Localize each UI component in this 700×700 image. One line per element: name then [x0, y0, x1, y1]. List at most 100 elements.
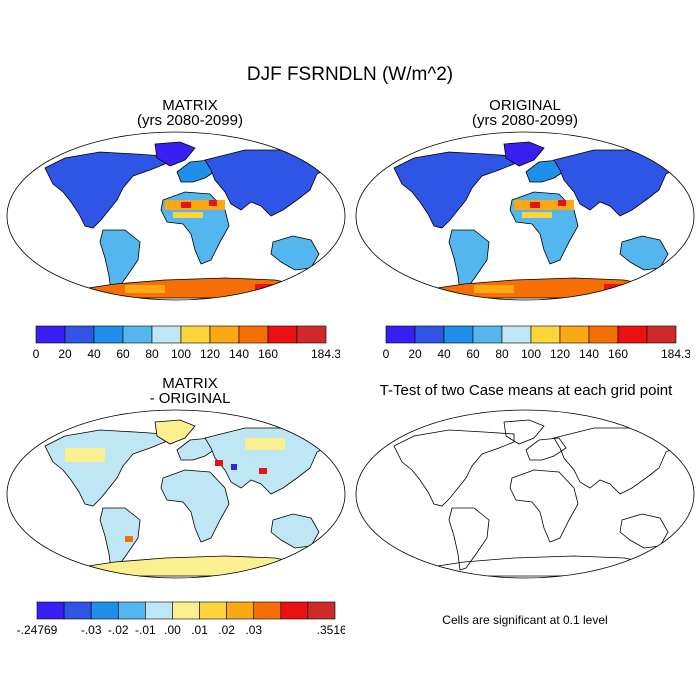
map-panel-diff [6, 409, 346, 579]
colorbar-label: -.03 [81, 623, 102, 637]
map-border [6, 409, 346, 579]
hot-cell [474, 285, 514, 293]
colorbar-swatch [443, 325, 474, 344]
continent-africa [509, 469, 579, 543]
diff-cell [231, 464, 237, 470]
colorbar-swatch [180, 325, 211, 344]
colorbar-swatch [209, 325, 240, 344]
colorbar-swatch [588, 325, 619, 344]
continent-europe [176, 159, 218, 183]
colorbar-label: 160 [608, 347, 628, 361]
colorbar-label: 184.3 [311, 347, 340, 361]
colorbar-swatch [93, 325, 124, 344]
continent-australia [270, 235, 320, 271]
colorbar-label: .02 [218, 623, 235, 637]
continent-greenland [154, 419, 196, 445]
colorbar-label: 120 [200, 347, 220, 361]
panel-title-diff: MATRIX - ORIGINAL [149, 375, 231, 407]
colorbar-swatch [307, 601, 336, 620]
colorbar-label: 140 [579, 347, 599, 361]
map-panel-matrix [6, 131, 346, 301]
diff-cell [245, 438, 285, 450]
colorbar-label: -.24769 [17, 623, 58, 637]
continent-australia [619, 235, 669, 271]
continent-australia [270, 513, 320, 549]
panel-title-original: ORIGINAL (yrs 2080-2099) [472, 97, 578, 129]
colorbar-swatch [385, 325, 416, 344]
colorbar-swatch [238, 325, 269, 344]
colorbar-swatch [530, 325, 561, 344]
hot-cell [255, 284, 295, 292]
colorbar-label: -.01 [135, 623, 156, 637]
colorbar-label: .01 [191, 623, 208, 637]
colorbar-label: 20 [58, 347, 72, 361]
colorbar-swatch [151, 325, 182, 344]
significance-note: Cells are significant at 0.1 level [442, 613, 608, 627]
colorbar-label: 40 [437, 347, 451, 361]
colorbar-swatch [559, 325, 590, 344]
main-title: DJF FSRNDLN (W/m^2) [246, 64, 454, 85]
map-border [355, 409, 695, 579]
colorbar-label: 100 [521, 347, 541, 361]
map-border [6, 131, 346, 301]
continent-northAmerica [44, 429, 166, 507]
colorbar-label: 120 [550, 347, 570, 361]
colorbar-swatch [172, 601, 200, 620]
colorbar-label: .35168 [317, 623, 345, 637]
colorbar-original: 0 20 40 60 80 100 120 140 160 184.3 [383, 325, 690, 361]
colorbar-label: 0 [383, 347, 390, 361]
colorbar-swatch [122, 325, 153, 344]
diff-cell [125, 536, 133, 542]
hot-cell [173, 212, 203, 218]
colorbar-label: 160 [258, 347, 278, 361]
colorbar-label: 80 [495, 347, 509, 361]
colorbar-swatch [199, 601, 227, 620]
colorbar-matrix: 0 20 40 60 80 100 120 140 160 184.3 [33, 325, 340, 361]
colorbar-swatch [117, 601, 146, 620]
colorbar-swatch [414, 325, 445, 344]
continent-asia [204, 427, 334, 495]
continent-greenland [503, 141, 545, 167]
map-land [393, 419, 683, 577]
panel-title-ttest: T-Test of two Case means at each grid po… [379, 382, 673, 399]
map-land [393, 141, 683, 299]
continent-northAmerica [393, 429, 515, 507]
colorbar-swatch [617, 325, 648, 344]
colorbar-swatch [646, 325, 677, 344]
map-land [44, 141, 334, 299]
continent-asia [553, 427, 683, 495]
hot-cell [514, 200, 574, 210]
colorbar-label: 80 [145, 347, 159, 361]
hot-cell [604, 284, 644, 292]
continent-europe [176, 437, 218, 461]
continent-greenland [154, 141, 196, 167]
diff-cell [215, 460, 223, 466]
continent-europe [525, 159, 567, 183]
colorbar-label: 20 [408, 347, 422, 361]
colorbar-swatch [296, 325, 327, 344]
hot-cell [558, 200, 566, 206]
colorbar-diff: -.24769 -.03 -.02 -.01 .00 .01 .02 .03 .35168 [17, 601, 345, 637]
colorbar-label: .00 [164, 623, 181, 637]
colorbar-swatch [472, 325, 503, 344]
colorbar-label: -.02 [108, 623, 129, 637]
colorbar-label: 60 [466, 347, 480, 361]
map-panel-original [355, 131, 695, 301]
colorbar-label: 40 [87, 347, 101, 361]
colorbar-swatch [145, 601, 173, 620]
map-panel-ttest [355, 409, 695, 579]
continent-greenland [503, 419, 545, 445]
colorbar-swatch [501, 325, 532, 344]
colorbar-label: 140 [229, 347, 249, 361]
colorbar-swatch [226, 601, 255, 620]
hot-cell [125, 285, 165, 293]
continent-africa [160, 469, 230, 543]
hot-cell [181, 202, 191, 208]
hot-cell [209, 200, 217, 206]
continent-northAmerica [393, 151, 515, 229]
hot-cell [165, 200, 225, 210]
diff-cell [65, 448, 105, 462]
colorbar-swatch [267, 325, 298, 344]
hot-cell [522, 212, 552, 218]
diff-cell [259, 468, 267, 474]
